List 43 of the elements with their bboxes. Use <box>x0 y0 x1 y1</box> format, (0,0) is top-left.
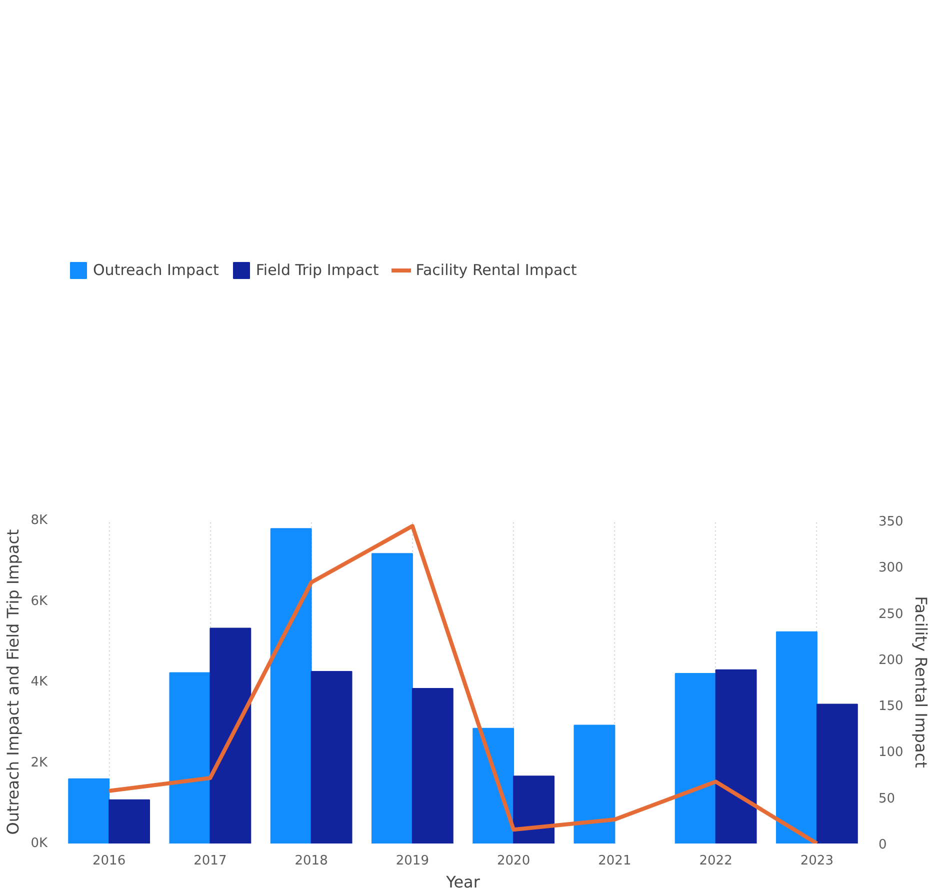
x-tick-label: 2019 <box>396 854 429 868</box>
y2-tick-label: 250 <box>878 606 904 622</box>
bar <box>816 704 858 844</box>
y2-tick-label: 200 <box>878 652 904 668</box>
legend-label: Outreach Impact <box>93 261 219 279</box>
bar <box>776 631 818 844</box>
y-tick-label: 0K <box>30 836 48 851</box>
bar <box>715 669 757 844</box>
x-tick-label: 2020 <box>497 854 530 868</box>
bar <box>169 672 211 844</box>
bar <box>574 724 616 844</box>
bar <box>310 671 352 844</box>
y-tick-label: 6K <box>30 594 48 609</box>
bar <box>270 528 312 844</box>
x-tick-label: 2018 <box>294 854 328 868</box>
bar <box>513 776 555 844</box>
x-tick-label: 2022 <box>699 854 732 868</box>
y2-tick-label: 350 <box>878 514 904 530</box>
line-series <box>107 524 819 844</box>
bar <box>68 778 110 844</box>
y2-tick-label: 300 <box>878 560 904 576</box>
bar <box>108 799 150 844</box>
y-tick-label: 2K <box>30 755 48 770</box>
bar <box>472 728 514 844</box>
x-tick-label: 2021 <box>598 854 632 868</box>
y-tick-label: 8K <box>30 513 48 528</box>
y2-tick-label: 50 <box>878 791 896 806</box>
y2-tick-label: 150 <box>878 699 904 714</box>
y2-axis-title: Facility Rental Impact <box>911 596 930 768</box>
x-tick-label: 2017 <box>194 854 227 868</box>
y2-tick-label: 100 <box>878 745 904 760</box>
y-tick-label: 4K <box>30 674 48 690</box>
x-axis-title: Year <box>445 872 480 892</box>
bar <box>210 628 252 844</box>
legend-label: Field Trip Impact <box>256 261 379 279</box>
y-axis-title: Outreach Impact and Field Trip Impact <box>4 529 23 835</box>
bar <box>674 673 716 844</box>
x-tick-label: 2023 <box>800 854 834 868</box>
bar <box>371 553 413 844</box>
legend-label: Facility Rental Impact <box>416 261 577 279</box>
bar <box>412 688 454 844</box>
x-tick-label: 2016 <box>92 854 126 868</box>
y2-tick-label: 0 <box>878 838 887 852</box>
